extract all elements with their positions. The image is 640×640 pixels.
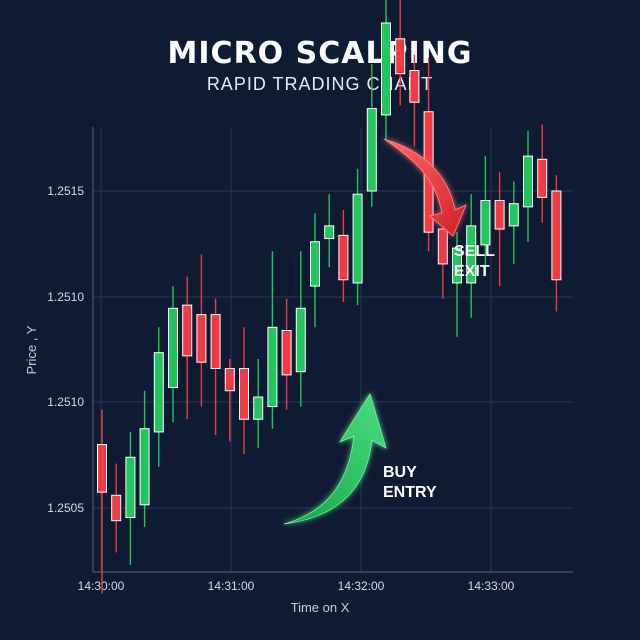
candle-up (381, 0, 391, 141)
candle-up (523, 130, 533, 242)
candle-body (153, 352, 164, 433)
candle-down (281, 298, 292, 410)
candle-body (139, 428, 150, 506)
buy-annotation-line2: ENTRY (383, 484, 437, 501)
candle-body (111, 494, 122, 522)
candle-up (168, 286, 178, 423)
candle-down (551, 175, 562, 312)
candle-down (494, 171, 505, 287)
sell-exit-annotation: SELL EXIT (454, 243, 495, 280)
y-tick-label: 1.2505 (47, 501, 84, 515)
candle-body (494, 200, 505, 230)
candle-body (182, 304, 193, 357)
candle-body (125, 456, 136, 519)
candle-body (381, 22, 391, 116)
chart-subtitle: RAPID TRADING CHART (206, 74, 434, 94)
axes (92, 127, 573, 573)
candle-body (480, 200, 491, 246)
candle-body (551, 190, 562, 281)
candle-body (295, 307, 306, 373)
candle-up (324, 194, 335, 268)
candle-body (253, 396, 264, 420)
candle-body (224, 368, 235, 392)
candle-down (239, 327, 249, 455)
y-tick-label: 1.2510 (47, 290, 84, 304)
candle-body (537, 158, 548, 198)
candle-body (210, 314, 221, 370)
candle-body (239, 368, 249, 420)
candle-up (125, 431, 136, 566)
x-tick-labels: 14:30:00 14:31:00 14:32:00 14:33:00 (78, 579, 515, 593)
buy-arrow-icon (283, 393, 387, 525)
candle-body (452, 247, 462, 284)
sell-arrow-icon (383, 138, 467, 237)
candle-up (253, 359, 264, 448)
candle-down (395, 0, 406, 106)
candle-up (508, 181, 519, 264)
candle-down (182, 276, 193, 420)
candle-body (395, 38, 406, 75)
candle-body (281, 329, 292, 376)
x-tick-label: 14:32:00 (338, 579, 385, 593)
candle-up (466, 194, 477, 318)
x-tick-label: 14:31:00 (208, 579, 255, 593)
candle-down (210, 298, 221, 436)
candle-down (423, 57, 434, 252)
candle-up (295, 251, 306, 407)
sell-annotation-line2: EXIT (454, 263, 490, 280)
y-tick-labels: 1.2505 1.2510 1.2510 1.2515 (47, 184, 84, 515)
y-axis-label: Price , Y (24, 325, 39, 374)
candle-up (452, 232, 462, 337)
candle-up (310, 213, 320, 328)
candle-down (97, 409, 107, 594)
candle-body (338, 234, 349, 281)
candle-up (366, 64, 377, 207)
candle-body (437, 228, 448, 265)
candle-body (196, 314, 207, 363)
candle-up (352, 168, 363, 306)
candle-down (196, 254, 207, 407)
candle-body (310, 241, 320, 287)
candle-body (168, 307, 178, 389)
candle-up (153, 327, 164, 467)
candle-down (537, 124, 548, 223)
x-tick-label: 14:30:00 (78, 579, 125, 593)
buy-entry-annotation: BUY ENTRY (383, 464, 437, 501)
candle-body (366, 108, 377, 192)
candle-down (111, 463, 122, 553)
candle-body (267, 326, 278, 408)
y-tick-label: 1.2515 (47, 184, 84, 198)
candle-body (352, 193, 363, 284)
candle-body (97, 444, 107, 493)
sell-annotation-line1: SELL (454, 243, 495, 260)
candle-body (324, 225, 335, 240)
candle-down (224, 359, 235, 442)
chart-title: MICRO SCALPING (167, 36, 473, 71)
candle-body (523, 155, 533, 208)
candle-body (409, 70, 420, 103)
candle-body (508, 203, 519, 227)
candle-up (267, 251, 278, 429)
y-tick-label: 1.2510 (47, 395, 84, 409)
candle-body (466, 225, 477, 284)
buy-annotation-line1: BUY (383, 464, 417, 481)
candle-down (338, 210, 349, 302)
x-tick-label: 14:33:00 (468, 579, 515, 593)
x-axis-label: Time on X (291, 600, 350, 615)
candle-up (139, 390, 150, 528)
candle-up (480, 156, 491, 274)
candle-down (409, 54, 420, 147)
